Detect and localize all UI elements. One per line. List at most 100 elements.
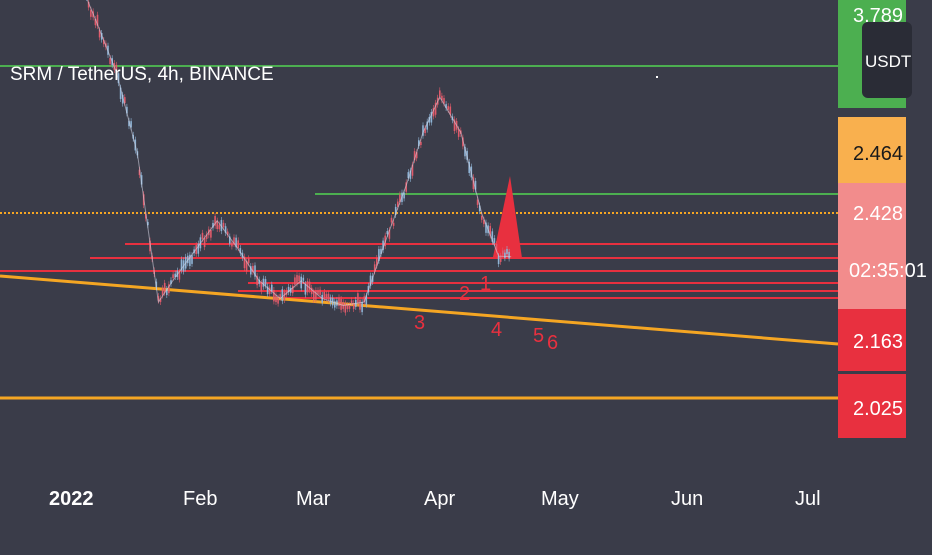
candle-114 [306,281,309,293]
red-triangle-drawing[interactable] [493,176,522,258]
candle-210 [508,251,510,259]
candle-71 [216,220,218,230]
candle-149 [380,248,382,255]
candle-62 [197,243,200,254]
candle-133 [346,305,349,310]
candle-74 [222,222,225,228]
time-label-feb: Feb [183,488,217,510]
candle-146 [373,264,376,272]
wave-label-2[interactable]: 2 [459,283,470,305]
time-label-mar: Mar [296,488,331,510]
wave-label-3[interactable]: 3 [414,312,425,334]
price-badge-2464[interactable] [838,117,906,183]
candle-138 [357,293,359,304]
candle-103 [283,292,286,301]
candle-13 [94,18,97,26]
candle-109 [296,275,298,284]
candle-177 [439,90,441,97]
orange-trendline[interactable] [0,274,839,346]
candle-26 [121,94,124,104]
candle-25 [119,87,122,99]
price-badge-2025[interactable] [838,374,906,438]
candle-89 [254,265,256,277]
candle-87 [250,266,252,275]
candle-178 [441,95,443,101]
candle-58 [189,254,191,266]
price-badge-2163[interactable] [838,309,906,371]
candle-147 [376,258,378,266]
candle-49 [170,280,172,284]
candle-180 [445,104,447,109]
candle-79 [233,237,235,244]
wave-label-1[interactable]: 1 [480,273,491,295]
candle-142 [365,295,368,305]
price-badge-2428[interactable] [838,183,906,309]
wave-label-6[interactable]: 6 [547,332,558,354]
candle-175 [434,102,437,115]
wave-label-4[interactable]: 4 [491,319,502,341]
candle-125 [329,297,332,304]
candle-108 [294,277,296,285]
candle-64 [201,232,204,240]
candle-182 [449,106,452,115]
candle-70 [214,216,216,226]
candle-208 [504,252,506,259]
level-lines [0,65,839,400]
candle-90 [256,275,258,286]
candle-77 [229,236,231,244]
candle-163 [409,170,412,179]
candle-140 [361,301,363,313]
candle-165 [413,151,416,161]
wave-label-5[interactable]: 5 [533,325,544,347]
candle-20 [109,58,111,64]
candle-54 [180,259,183,271]
candle-72 [218,224,221,230]
currency-button[interactable]: USDT [862,22,912,98]
candle-189 [464,146,466,157]
candle-98 [273,290,275,302]
candle-17 [103,39,105,45]
candle-129 [338,297,340,306]
candle-95 [266,286,269,295]
candle-156 [394,206,397,215]
candle-170 [424,128,426,134]
candle-181 [447,106,449,110]
candle-186 [457,129,460,137]
candle-122 [323,291,326,299]
candle-206 [499,255,502,262]
candle-118 [315,290,317,300]
candle-174 [432,108,435,117]
candle-196 [478,205,481,212]
candle-88 [252,265,254,273]
time-label-may: May [541,488,579,510]
candle-144 [369,275,372,286]
candle-173 [430,111,433,123]
candle-69 [212,222,214,228]
candle-154 [390,217,393,223]
candle-198 [483,219,485,225]
candle-119 [317,290,319,295]
chart-title: SRM / TetherUS, 4h, BINANCE [10,64,274,85]
time-axis[interactable]: 2022 Feb Mar Apr May Jun Jul [49,488,821,510]
candle-194 [474,180,477,190]
candle-66 [205,234,208,239]
candle-167 [418,140,420,147]
candle-124 [327,293,330,300]
candle-139 [359,299,361,310]
candle-78 [231,242,233,247]
candle-209 [506,249,508,255]
price-axis[interactable]: 3.789 2.464 2.428 02:35:01 2.163 2.025 [838,0,927,438]
candle-27 [124,97,126,104]
candle-75 [224,226,227,233]
candle-51 [174,273,176,277]
candle-30 [130,121,132,128]
candle-106 [289,287,292,293]
candle-23 [115,64,118,75]
candle-48 [168,284,170,294]
candle-117 [313,291,315,301]
time-label-apr: Apr [424,488,455,510]
candle-202 [491,231,494,242]
candle-15 [98,30,101,38]
